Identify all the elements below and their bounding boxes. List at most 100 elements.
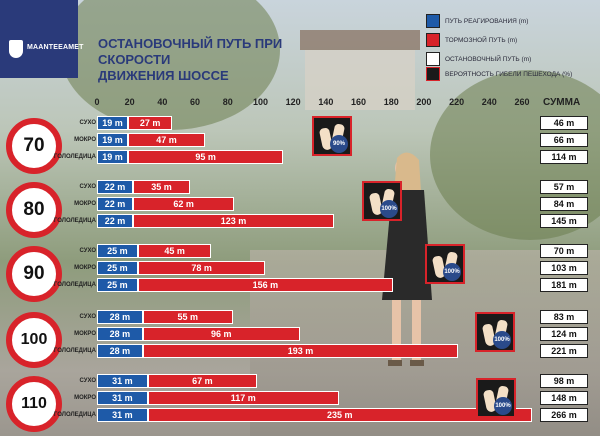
death-probability-badge: 100% bbox=[362, 181, 402, 221]
braking-distance-label: 27 m bbox=[139, 118, 161, 128]
reaction-distance-bar bbox=[97, 374, 148, 388]
braking-distance-bar bbox=[132, 214, 334, 228]
death-probability-badge: 90% bbox=[312, 116, 352, 156]
reaction-distance-label: 28 m bbox=[109, 346, 131, 356]
x-tick-label: 140 bbox=[318, 97, 334, 107]
reaction-distance-bar bbox=[97, 327, 143, 341]
total-distance-value: 221 m bbox=[540, 344, 588, 358]
x-tick-label: 200 bbox=[416, 97, 432, 107]
reaction-distance-bar bbox=[97, 150, 129, 164]
total-distance-value: 103 m bbox=[540, 261, 588, 275]
braking-distance-label: 193 m bbox=[287, 346, 314, 356]
reaction-distance-bar bbox=[97, 310, 143, 324]
braking-distance-label: 235 m bbox=[326, 410, 353, 420]
braking-distance-bar bbox=[128, 116, 173, 130]
reaction-distance-bar bbox=[97, 261, 138, 275]
coat-of-arms-icon bbox=[9, 40, 23, 58]
reaction-distance-label: 25 m bbox=[107, 263, 128, 273]
reaction-distance-bar bbox=[97, 133, 129, 147]
reaction-distance-bar bbox=[97, 278, 138, 292]
road-condition-label: СУХО bbox=[79, 248, 97, 254]
death-probability-value: 100% bbox=[493, 331, 511, 349]
reaction-distance-bar bbox=[97, 408, 148, 422]
reaction-distance-label: 22 m bbox=[104, 216, 126, 226]
reaction-distance-label: 31 m bbox=[112, 410, 133, 420]
road-condition-label: МОКРО bbox=[74, 331, 96, 337]
speed-limit-sign: 90 bbox=[6, 246, 62, 302]
braking-distance-bar bbox=[147, 391, 339, 405]
braking-distance-label: 47 m bbox=[156, 135, 177, 145]
x-tick-label: 220 bbox=[449, 97, 465, 107]
total-distance-value: 181 m bbox=[540, 278, 588, 292]
road-condition-label: МОКРО bbox=[74, 201, 96, 207]
braking-distance-bar bbox=[137, 278, 393, 292]
total-distance-value: 83 m bbox=[540, 310, 588, 324]
braking-distance-label: 95 m bbox=[195, 152, 216, 162]
braking-distance-label: 35 m bbox=[151, 182, 172, 192]
sum-column-header: СУММА bbox=[543, 97, 581, 108]
braking-distance-label: 117 m bbox=[230, 393, 256, 403]
speed-limit-sign: 110 bbox=[6, 376, 62, 432]
braking-distance-label: 45 m bbox=[164, 246, 185, 256]
braking-distance-bar bbox=[137, 261, 266, 275]
total-distance-value: 124 m bbox=[540, 327, 588, 341]
braking-distance-label: 62 m bbox=[173, 199, 194, 209]
total-distance-value: 84 m bbox=[540, 197, 588, 211]
legend-swatch bbox=[426, 33, 440, 47]
x-tick-label: 0 bbox=[94, 97, 100, 107]
braking-distance-label: 55 m bbox=[177, 312, 198, 322]
total-distance-value: 145 m bbox=[540, 214, 588, 228]
x-tick-label: 40 bbox=[157, 97, 168, 107]
death-probability-value: 90% bbox=[330, 135, 348, 153]
legend-label: ОСТАНОВОЧНЫЙ ПУТЬ (m) bbox=[445, 56, 532, 63]
x-tick-label: 120 bbox=[285, 97, 301, 107]
reaction-distance-label: 31 m bbox=[112, 393, 133, 403]
x-tick-label: 80 bbox=[222, 97, 233, 107]
x-tick-label: 260 bbox=[514, 97, 530, 107]
background-roof bbox=[300, 30, 420, 50]
braking-distance-label: 156 m bbox=[252, 280, 279, 290]
reaction-distance-label: 19 m bbox=[102, 135, 123, 145]
speed-limit-sign: 100 bbox=[6, 312, 62, 368]
page-title: ОСТАНОВОЧНЫЙ ПУТЬ ПРИ СКОРОСТИ ДВИЖЕНИЯ … bbox=[98, 36, 358, 84]
road-condition-label: ГОЛОЛЕДИЦА bbox=[53, 282, 96, 288]
reaction-distance-bar bbox=[97, 116, 129, 130]
road-condition-label: СУХО bbox=[79, 120, 97, 126]
footprint-icon bbox=[426, 67, 440, 81]
legend-label: ПУТЬ РЕАГИРОВАНИЯ (m) bbox=[445, 18, 529, 25]
braking-distance-bar bbox=[142, 344, 459, 358]
death-probability-badge: 100% bbox=[476, 378, 516, 418]
reaction-distance-label: 22 m bbox=[104, 199, 126, 209]
total-distance-value: 114 m bbox=[540, 150, 588, 164]
background-house bbox=[305, 50, 415, 110]
braking-distance-bar bbox=[132, 180, 191, 194]
braking-distance-bar bbox=[147, 374, 258, 388]
total-distance-value: 46 m bbox=[540, 116, 588, 130]
legend-swatch bbox=[426, 52, 440, 66]
title-line-1: ОСТАНОВОЧНЫЙ ПУТЬ ПРИ СКОРОСТИ bbox=[98, 36, 283, 67]
x-tick-label: 240 bbox=[481, 97, 497, 107]
death-probability-value: 100% bbox=[443, 263, 461, 281]
death-probability-badge: 100% bbox=[475, 312, 515, 352]
road-condition-label: ГОЛОЛЕДИЦА bbox=[53, 218, 96, 224]
reaction-distance-bar bbox=[97, 214, 133, 228]
reaction-distance-bar bbox=[97, 244, 138, 258]
reaction-distance-bar bbox=[97, 180, 133, 194]
legend-label: ТОРМОЗНОЙ ПУТЬ (m) bbox=[445, 37, 518, 44]
title-line-2: ДВИЖЕНИЯ ШОССЕ bbox=[98, 68, 229, 83]
total-distance-value: 98 m bbox=[540, 374, 588, 388]
road-condition-label: МОКРО bbox=[74, 265, 96, 271]
braking-distance-label: 67 m bbox=[192, 376, 213, 386]
x-tick-label: 100 bbox=[252, 97, 268, 107]
reaction-distance-label: 19 m bbox=[102, 118, 123, 128]
road-condition-label: МОКРО bbox=[74, 137, 96, 143]
x-tick-label: 20 bbox=[124, 97, 135, 107]
reaction-distance-label: 19 m bbox=[102, 152, 123, 162]
death-probability-value: 100% bbox=[380, 200, 398, 218]
org-name: MAANTEEAMET bbox=[27, 44, 84, 51]
maanteeamet-logo: MAANTEEAMET bbox=[0, 0, 83, 78]
death-probability-badge: 100% bbox=[425, 244, 465, 284]
x-tick-label: 180 bbox=[383, 97, 399, 107]
total-distance-value: 148 m bbox=[540, 391, 588, 405]
reaction-distance-bar bbox=[97, 344, 143, 358]
